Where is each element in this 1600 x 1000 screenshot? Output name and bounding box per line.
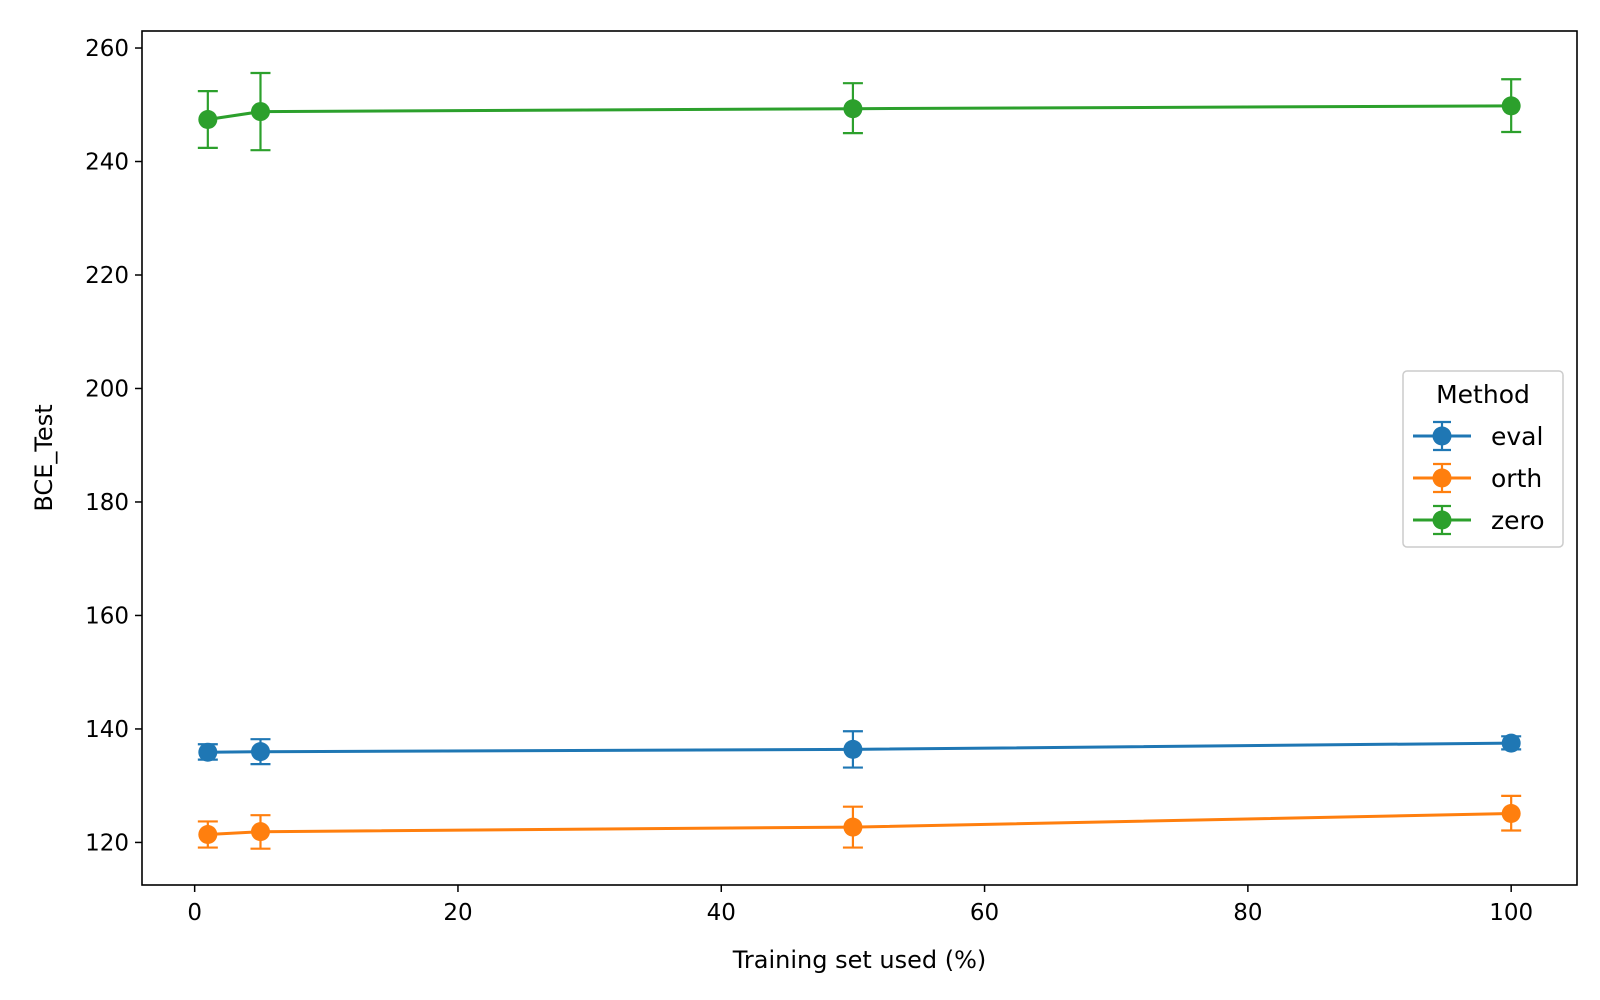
- x-tick-label: 40: [707, 900, 736, 926]
- legend-label: orth: [1491, 464, 1542, 493]
- y-tick-label: 260: [85, 36, 129, 62]
- legend-title: Method: [1436, 380, 1530, 409]
- data-point: [843, 817, 863, 837]
- y-axis-label: BCE_Test: [30, 404, 58, 511]
- legend-item-eval: eval: [1413, 420, 1543, 452]
- legend-label: eval: [1491, 422, 1543, 451]
- legend-marker: [1432, 510, 1452, 530]
- y-tick-label: 180: [85, 490, 129, 516]
- legend-label: zero: [1491, 506, 1545, 535]
- series-zero: [197, 71, 1522, 152]
- data-point: [250, 102, 270, 122]
- data-point: [198, 742, 218, 762]
- data-point: [250, 742, 270, 762]
- data-point: [1501, 96, 1521, 116]
- legend-box: [1402, 370, 1564, 548]
- y-tick-label: 120: [85, 830, 129, 856]
- plot-area-frame: [141, 30, 1578, 886]
- data-point: [198, 110, 218, 130]
- x-tick-label: 60: [970, 900, 999, 926]
- data-point: [843, 739, 863, 759]
- y-tick-label: 240: [85, 150, 129, 176]
- legend-item-zero: zero: [1413, 504, 1545, 536]
- series-eval: [197, 730, 1522, 769]
- series-orth: [197, 794, 1522, 850]
- series-line-orth: [207, 812, 1512, 836]
- x-tick-label: 100: [1489, 900, 1533, 926]
- y-tick-label: 200: [85, 376, 129, 402]
- data-point: [198, 824, 218, 844]
- data-point: [1501, 804, 1521, 824]
- y-tick-label: 220: [85, 263, 129, 289]
- series-group: [197, 71, 1522, 850]
- data-point: [1501, 733, 1521, 753]
- legend-marker: [1432, 426, 1452, 446]
- x-tick-label: 20: [443, 900, 472, 926]
- x-tick-label: 0: [187, 900, 202, 926]
- axis-ticks: 0 20 40 60 80 100 120 140 160 180 200 220 240 260: [85, 36, 1533, 926]
- y-tick-label: 140: [85, 717, 129, 743]
- series-line-eval: [207, 741, 1512, 754]
- legend: Method eval orth zero: [1402, 370, 1564, 548]
- y-tick-label: 160: [85, 603, 129, 629]
- legend-marker: [1432, 468, 1452, 488]
- x-tick-label: 80: [1233, 900, 1262, 926]
- data-point: [250, 822, 270, 842]
- legend-item-orth: orth: [1413, 462, 1542, 494]
- x-axis-label: Training set used (%): [732, 946, 987, 974]
- series-line-zero: [207, 104, 1512, 121]
- data-point: [843, 99, 863, 119]
